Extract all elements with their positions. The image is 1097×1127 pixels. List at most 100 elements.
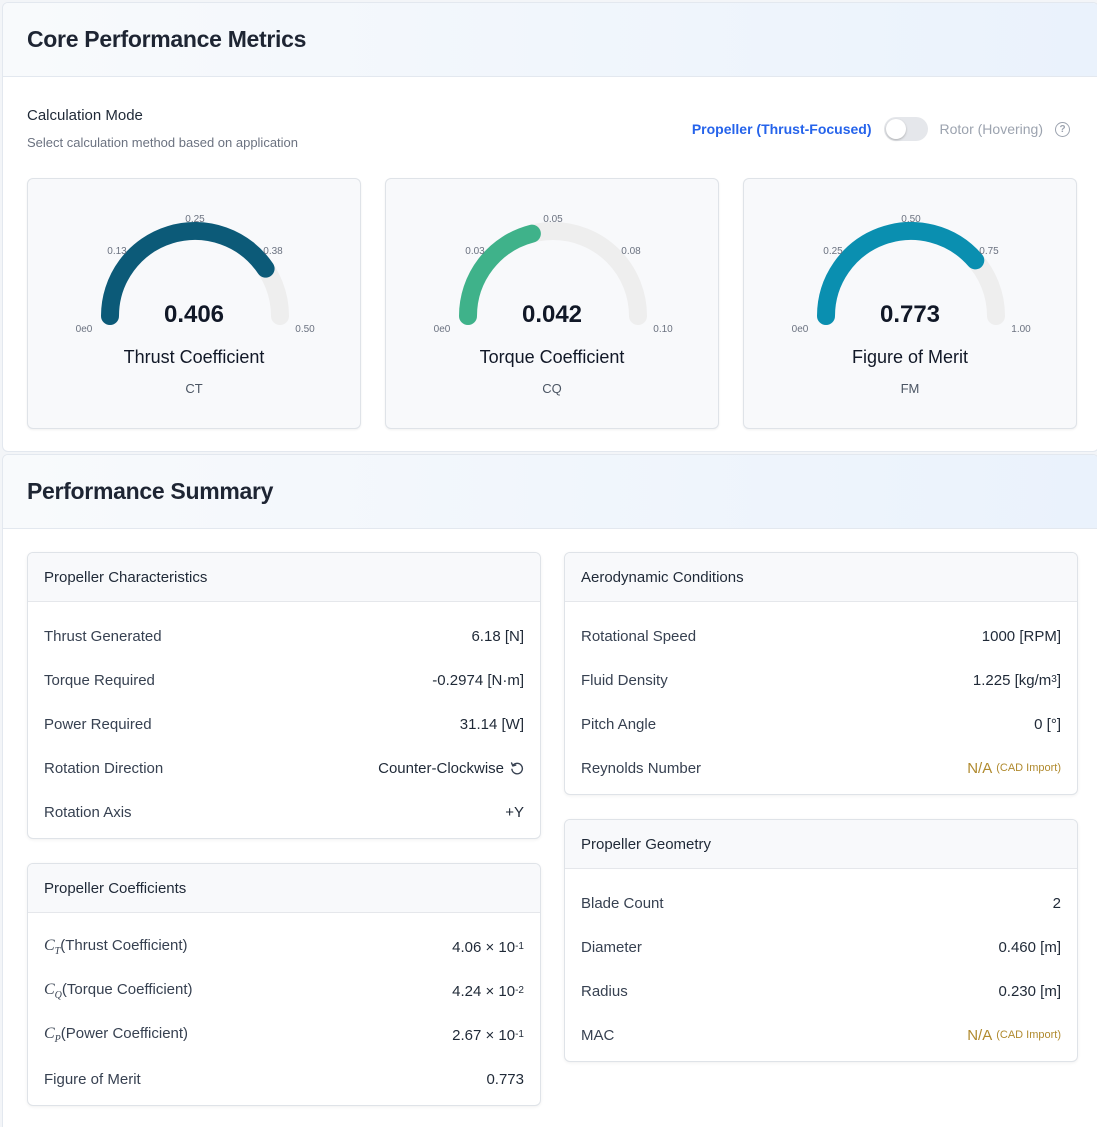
gauge-value: 0.042	[521, 301, 583, 328]
aerodynamic-conditions-card: Aerodynamic Conditions Rotational Speed …	[564, 552, 1078, 795]
core-metrics-title: Core Performance Metrics	[27, 26, 307, 52]
row-mac: MAC N/A (CAD Import)	[565, 1013, 1077, 1057]
gauge-card-thrust: 0e0 0.13 0.25 0.38 0.50 0.406 Thrust Coe…	[27, 178, 361, 429]
row-value: -0.2974 [N·m]	[432, 671, 524, 689]
row-density: Fluid Density 1.225 [kg/m 3]	[565, 658, 1077, 702]
row-label: Fluid Density	[581, 671, 668, 689]
gauge-tick-1: 0.13	[107, 246, 127, 257]
gauge-name: Figure of Merit	[851, 347, 969, 367]
density-text: 1.225 [kg/m	[972, 671, 1052, 689]
row-value: N/A (CAD Import)	[967, 1027, 1061, 1044]
row-thrust: Thrust Generated 6.18 [N]	[28, 614, 540, 658]
gauge-tick-1: 0.03	[465, 246, 485, 257]
mode-rotor-label[interactable]: Rotor (Hovering)	[939, 121, 1043, 137]
performance-summary-title: Performance Summary	[27, 478, 274, 504]
gauge-tick-2: 0.50	[901, 214, 921, 225]
mode-toggle[interactable]	[883, 117, 928, 141]
row-label: Power Required	[44, 715, 152, 733]
ct-label: (Thrust Coefficient)	[60, 936, 188, 954]
gauge-card-fm: 0e0 0.25 0.50 0.75 1.00 0.773 Figure of …	[743, 178, 1077, 429]
propeller-geometry-card: Propeller Geometry Blade Count 2 Diamete…	[564, 819, 1078, 1062]
reynolds-note: (CAD Import)	[996, 762, 1061, 774]
row-label: Blade Count	[581, 894, 664, 912]
gauge-tick-2: 0.05	[543, 214, 563, 225]
row-label: Figure of Merit	[44, 1070, 141, 1088]
propeller-coefficients-card: Propeller Coefficients CT(Thrust Coeffic…	[27, 863, 541, 1106]
core-metrics-header: Core Performance Metrics	[3, 3, 1097, 77]
row-torque: Torque Required -0.2974 [N·m]	[28, 658, 540, 702]
calc-mode-description: Select calculation method based on appli…	[27, 135, 299, 150]
row-value: Counter-Clockwise	[378, 760, 524, 777]
propeller-characteristics-card: Propeller Characteristics Thrust Generat…	[27, 552, 541, 839]
row-pitch: Pitch Angle 0 [°]	[565, 702, 1077, 746]
row-label: Pitch Angle	[581, 715, 657, 733]
reynolds-na: N/A	[967, 759, 993, 777]
row-label: Rotation Axis	[44, 803, 132, 821]
row-value: +Y	[505, 803, 524, 821]
cp-mantissa: 2.67 × 10	[452, 1026, 516, 1044]
row-value: 31.14 [W]	[459, 715, 524, 733]
gauge-svg-fm: 0e0 0.25 0.50 0.75 1.00	[792, 214, 1032, 335]
row-ct: CT(Thrust Coefficient) 4.06 × 10 -1	[28, 925, 540, 969]
cq-sub: Q	[54, 990, 62, 1002]
row-label: CT(Thrust Coefficient)	[44, 937, 188, 957]
row-label: Diameter	[581, 938, 642, 956]
gauge-fill	[817, 222, 985, 325]
gauge-svg-thrust: 0e0 0.13 0.25 0.38 0.50	[76, 214, 316, 335]
gauge-symbol: FM	[900, 381, 920, 396]
row-radius: Radius 0.230 [m]	[565, 969, 1077, 1013]
cp-sub: P	[54, 1034, 61, 1046]
gauge-svg-torque: 0e0 0.03 0.05 0.08 0.10	[434, 214, 674, 335]
row-diameter: Diameter 0.460 [m]	[565, 925, 1077, 969]
cp-symbol: C	[44, 1024, 55, 1042]
calc-mode-section: Calculation Mode Select calculation meth…	[27, 107, 298, 150]
gauge-tick-2: 0.25	[185, 214, 205, 225]
mode-propeller-label[interactable]: Propeller (Thrust-Focused)	[691, 121, 872, 137]
calc-mode-label: Calculation Mode	[27, 107, 143, 124]
gauge-tick-3: 0.08	[621, 246, 641, 257]
row-label: MAC	[581, 1026, 615, 1044]
ct-mantissa: 4.06 × 10	[452, 938, 516, 956]
gauge-tick-3: 0.75	[979, 246, 999, 257]
row-value: 2	[1052, 894, 1061, 912]
gauge-fill	[101, 222, 275, 325]
row-axis: Rotation Axis +Y	[28, 790, 540, 834]
gauge-tick-3: 0.38	[263, 246, 283, 257]
row-value: N/A (CAD Import)	[967, 760, 1061, 777]
row-value: 0.773	[486, 1070, 524, 1088]
gauge-tick-4: 0.50	[295, 324, 315, 335]
gauge-tick-0: 0e0	[76, 324, 93, 335]
gauge-tick-4: 0.10	[653, 324, 673, 335]
mac-na: N/A	[967, 1026, 993, 1044]
help-icon[interactable]: ?	[1055, 121, 1070, 137]
row-label: Reynolds Number	[581, 759, 702, 777]
gauge-tick-4: 1.00	[1011, 324, 1031, 335]
gauge-fill	[459, 224, 541, 325]
rotate-ccw-icon	[510, 762, 524, 775]
cq-mantissa: 4.24 × 10	[452, 982, 516, 1000]
cq-symbol: C	[44, 980, 55, 998]
gauge-tick-1: 0.25	[823, 246, 843, 257]
gauge-symbol: CQ	[542, 381, 562, 396]
toggle-knob	[885, 119, 906, 139]
cp-label: (Power Coefficient)	[60, 1024, 189, 1042]
card-title: Aerodynamic Conditions	[565, 553, 1077, 602]
row-blades: Blade Count 2	[565, 881, 1077, 925]
gauge-card-torque: 0e0 0.03 0.05 0.08 0.10 0.042 Torque Coe…	[385, 178, 719, 429]
density-close: ]	[1056, 671, 1061, 689]
performance-summary-header: Performance Summary	[3, 455, 1097, 529]
gauge-symbol: CT	[185, 381, 203, 396]
performance-summary-panel: Performance Summary Propeller Characteri…	[2, 454, 1097, 1127]
row-value: 4.06 × 10 -1	[452, 938, 524, 956]
card-title: Propeller Coefficients	[28, 864, 540, 913]
row-speed: Rotational Speed 1000 [RPM]	[565, 614, 1077, 658]
ct-symbol: C	[44, 936, 55, 954]
gauge-tick-0: 0e0	[792, 324, 809, 335]
row-value: 2.67 × 10 -1	[452, 1026, 524, 1044]
card-title: Propeller Geometry	[565, 820, 1077, 869]
row-label: Radius	[581, 982, 628, 1000]
gauge-tick-0: 0e0	[434, 324, 451, 335]
row-cp: CP(Power Coefficient) 2.67 × 10 -1	[28, 1013, 540, 1057]
row-value: 0 [°]	[1034, 715, 1061, 733]
gauge-name: Torque Coefficient	[479, 347, 625, 367]
